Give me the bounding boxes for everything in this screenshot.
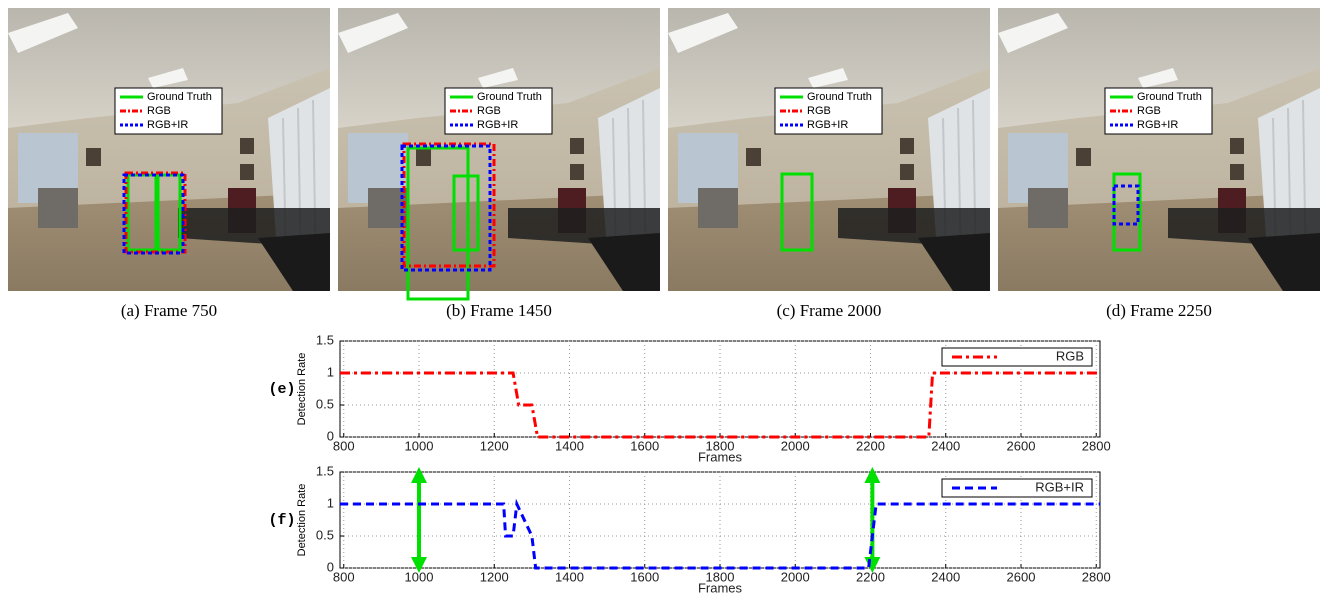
figure: Ground Truth RGB RGB+IR (a) Frame 750 Ground…: [0, 0, 1320, 594]
panel-label: (f): [268, 512, 295, 529]
y-tick-label: 0: [327, 559, 334, 574]
x-tick-label: 2200: [856, 569, 885, 584]
x-tick-label: 2000: [781, 438, 810, 453]
photo-scene: [998, 8, 1320, 291]
x-axis-label: Frames: [698, 449, 743, 464]
legend-label: RGB+IR: [147, 119, 188, 131]
legend-label: RGB: [477, 105, 501, 117]
x-tick-label: 1600: [630, 569, 659, 584]
legend-label: RGB+IR: [807, 119, 848, 131]
photo-legend: Ground Truth RGB RGB+IR: [115, 88, 222, 134]
photo: Ground Truth RGB RGB+IR: [668, 8, 990, 291]
legend-label: Ground Truth: [1137, 91, 1202, 103]
legend-label: Ground Truth: [807, 91, 872, 103]
photo-scene: [668, 8, 990, 291]
photo: Ground Truth RGB RGB+IR: [8, 8, 330, 291]
legend-label: Ground Truth: [147, 91, 212, 103]
legend-label: RGB: [1056, 348, 1084, 363]
y-tick-label: 1.5: [316, 463, 334, 478]
y-axis-label: Detection Rate: [296, 484, 308, 557]
legend: RGB+IR: [942, 479, 1092, 497]
x-axis-label: Frames: [698, 580, 743, 594]
legend-label: RGB+IR: [1137, 119, 1178, 131]
x-tick-label: 2400: [931, 438, 960, 453]
x-tick-label: 800: [333, 569, 355, 584]
caption: (c) Frame 2000: [777, 301, 882, 320]
photo-legend: Ground Truth RGB RGB+IR: [1105, 88, 1212, 134]
y-tick-label: 0: [327, 428, 334, 443]
y-tick-label: 1.5: [316, 332, 334, 347]
x-tick-label: 2400: [931, 569, 960, 584]
x-tick-label: 1200: [480, 438, 509, 453]
legend-label: RGB+IR: [1035, 479, 1084, 494]
caption: (a) Frame 750: [121, 301, 217, 320]
x-tick-label: 2800: [1082, 438, 1111, 453]
x-tick-label: 1400: [555, 438, 584, 453]
x-tick-label: 800: [333, 438, 355, 453]
x-tick-label: 2800: [1082, 569, 1111, 584]
photo: Ground Truth RGB RGB+IR: [998, 8, 1320, 291]
y-axis-label: Detection Rate: [296, 353, 308, 426]
y-tick-label: 0.5: [316, 527, 334, 542]
legend-label: RGB: [1137, 105, 1161, 117]
x-tick-label: 1200: [480, 569, 509, 584]
y-tick-label: 1: [327, 364, 334, 379]
x-tick-label: 2600: [1007, 569, 1036, 584]
x-tick-label: 1000: [405, 438, 434, 453]
x-tick-label: 1600: [630, 438, 659, 453]
photo-legend: Ground Truth RGB RGB+IR: [445, 88, 552, 134]
caption: (b) Frame 1450: [446, 301, 552, 320]
photo-legend: Ground Truth RGB RGB+IR: [775, 88, 882, 134]
legend: RGB: [942, 348, 1092, 366]
photo: Ground Truth RGB RGB+IR: [338, 8, 660, 299]
x-tick-label: 2200: [856, 438, 885, 453]
x-tick-label: 2000: [781, 569, 810, 584]
x-tick-label: 1000: [405, 569, 434, 584]
legend-label: RGB: [147, 105, 171, 117]
panel-label: (e): [268, 381, 295, 398]
photos: Ground Truth RGB RGB+IR (a) Frame 750 Ground…: [8, 8, 1320, 320]
legend-label: Ground Truth: [477, 91, 542, 103]
y-tick-label: 0.5: [316, 396, 334, 411]
x-tick-label: 2600: [1007, 438, 1036, 453]
legend-label: RGB: [807, 105, 831, 117]
x-tick-label: 1400: [555, 569, 584, 584]
legend-label: RGB+IR: [477, 119, 518, 131]
caption: (d) Frame 2250: [1106, 301, 1212, 320]
y-tick-label: 1: [327, 495, 334, 510]
photo-scene: [338, 8, 660, 291]
